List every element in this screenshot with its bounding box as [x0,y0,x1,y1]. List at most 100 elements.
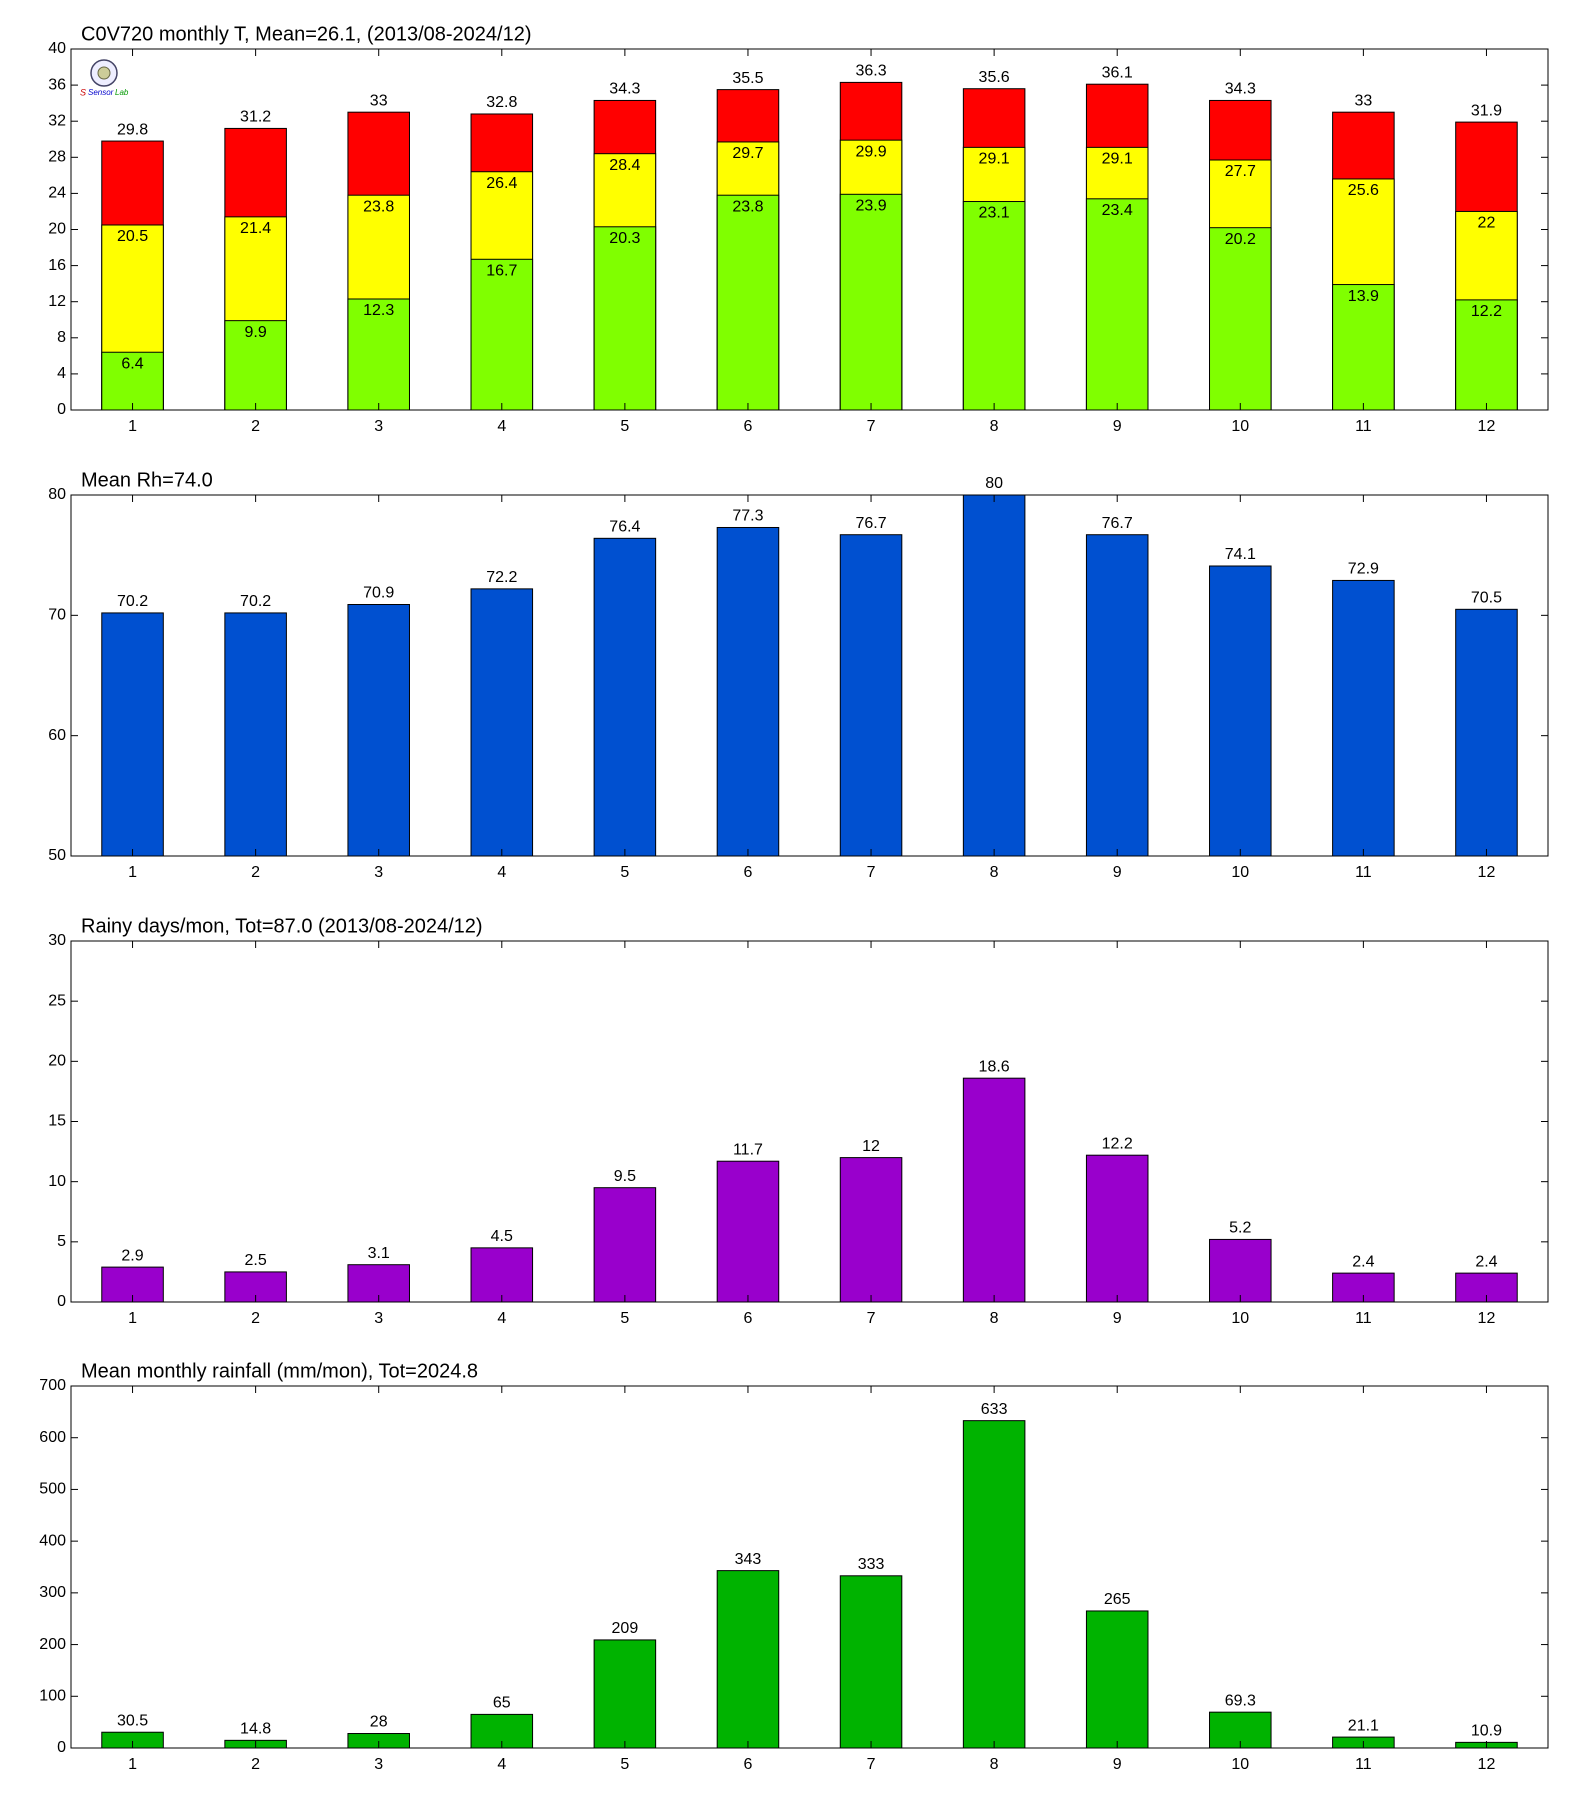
data-label: 12 [862,1138,880,1155]
x-tick-label: 4 [497,1310,506,1327]
y-tick-label: 32 [48,112,66,129]
data-label: 2.9 [121,1247,143,1264]
x-tick-label: 9 [1113,864,1122,881]
x-tick-label: 3 [374,418,383,435]
y-tick-label: 36 [48,76,66,93]
y-tick-label: 600 [39,1429,66,1446]
x-tick-label: 12 [1478,418,1496,435]
x-tick-label: 6 [744,418,753,435]
data-label: 36.3 [855,63,886,80]
x-tick-label: 4 [497,864,506,881]
data-label: 12.2 [1102,1135,1133,1152]
data-label: 70.2 [240,593,271,610]
data-label: 9.5 [614,1168,636,1185]
y-tick-label: 80 [48,486,66,503]
x-tick-label: 11 [1355,418,1372,435]
data-label: 30.5 [117,1712,148,1729]
bar [1332,284,1395,411]
data-label: 6.4 [121,355,143,372]
x-tick-label: 7 [867,1756,876,1773]
bar [1209,227,1272,411]
y-tick-label: 25 [48,992,66,1009]
y-tick-label: 100 [39,1688,66,1705]
bar [347,604,410,857]
y-tick-label: 70 [48,607,66,624]
plot-frame [70,1385,1549,1749]
data-label: 28 [370,1714,388,1731]
data-label: 70.5 [1471,590,1502,607]
data-label: 333 [858,1556,885,1573]
data-label: 76.4 [609,519,640,536]
bar [716,1160,780,1303]
data-label: 12.2 [1471,303,1502,320]
bar [593,537,657,857]
x-tick-label: 12 [1478,1756,1496,1773]
data-label: 72.9 [1348,561,1379,578]
data-label: 209 [612,1620,639,1637]
data-label: 31.2 [240,109,271,126]
data-label: 14.8 [240,1721,271,1738]
data-label: 2.4 [1475,1253,1497,1270]
y-tick-label: 12 [48,293,66,310]
data-label: 29.1 [1102,151,1133,168]
data-label: 12.3 [363,302,394,319]
data-label: 27.7 [1225,163,1256,180]
bar [101,351,164,411]
x-tick-label: 4 [497,418,506,435]
x-tick-label: 5 [620,1756,629,1773]
data-label: 65 [493,1695,511,1712]
data-label: 69.3 [1225,1692,1256,1709]
y-tick-label: 10 [48,1173,66,1190]
data-label: 35.5 [732,70,763,87]
data-label: 23.9 [855,198,886,215]
bar [1085,1154,1149,1303]
data-label: 76.7 [1102,515,1133,532]
x-tick-label: 8 [990,1756,999,1773]
x-tick-label: 9 [1113,1310,1122,1327]
data-label: 70.2 [117,593,148,610]
data-label: 22 [1478,215,1496,232]
svg-text:S: S [80,87,86,97]
data-label: 20.5 [117,228,148,245]
chart-title: Rainy days/mon, Tot=87.0 (2013/08-2024/1… [81,915,483,937]
data-label: 21.1 [1348,1717,1379,1734]
svg-text:Lab: Lab [115,88,129,97]
bar [962,494,1026,857]
y-tick-label: 0 [57,401,66,418]
chart-title: Mean Rh=74.0 [81,469,213,491]
bar [962,201,1026,411]
data-label: 29.1 [979,151,1010,168]
chart-title: C0V720 monthly T, Mean=26.1, (2013/08-20… [81,23,532,45]
bar [1455,299,1518,411]
data-label: 23.8 [363,198,394,215]
data-label: 23.4 [1102,202,1133,219]
data-label: 70.9 [363,585,394,602]
bar [1455,608,1518,857]
bar [716,526,780,857]
data-label: 10.9 [1471,1723,1502,1740]
data-label: 9.9 [245,324,267,341]
x-tick-label: 8 [990,864,999,881]
data-label: 29.7 [732,145,763,162]
data-label: 74.1 [1225,546,1256,563]
y-tick-label: 300 [39,1584,66,1601]
x-tick-label: 12 [1478,1310,1496,1327]
data-label: 80 [985,475,1003,492]
data-label: 20.3 [609,230,640,247]
x-tick-label: 1 [128,1756,137,1773]
y-tick-label: 700 [39,1377,66,1394]
logo: S Sensor Lab [80,59,129,97]
y-tick-label: 500 [39,1481,66,1498]
x-tick-label: 10 [1231,1756,1249,1773]
y-tick-label: 4 [57,365,66,382]
data-label: 26.4 [486,175,517,192]
data-label: 633 [981,1401,1008,1418]
bar [1085,1610,1149,1749]
x-tick-label: 9 [1113,1756,1122,1773]
x-tick-label: 2 [251,1756,260,1773]
x-tick-label: 6 [744,1756,753,1773]
y-tick-label: 15 [48,1113,66,1130]
bar [1332,579,1395,857]
data-label: 21.4 [240,220,271,237]
